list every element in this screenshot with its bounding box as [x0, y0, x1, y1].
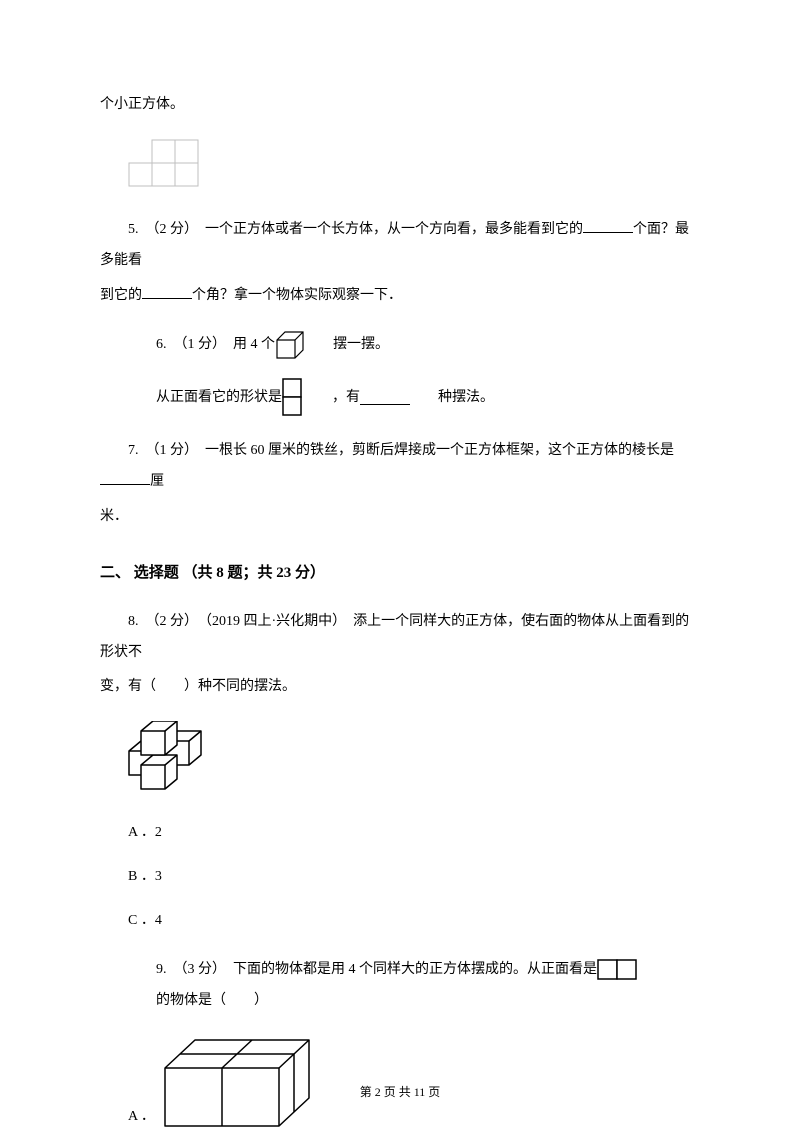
q8-opt-a-text: A ．2 — [128, 825, 162, 840]
q8-option-b[interactable]: B ．3 — [100, 866, 700, 888]
q8-opt-b-text: B ．3 — [128, 869, 162, 884]
q7-blank[interactable] — [100, 471, 150, 485]
q6-l1-prefix: 6. （1 分） 用 4 个 — [128, 330, 275, 361]
q7: 7. （1 分） 一根长 60 厘米的铁丝，剪断后焊接成一个正方体框架，这个正方… — [100, 436, 700, 498]
q5-blank-1[interactable] — [583, 219, 633, 233]
q5-prefix: 5. （2 分） 一个正方体或者一个长方体，从一个方向看，最多能看到它的 — [128, 222, 583, 237]
q4-trailer: 个小正方体。 — [100, 90, 700, 121]
q8-option-a[interactable]: A ．2 — [100, 822, 700, 844]
q8-line1: 8. （2 分） （2019 四上·兴化期中） 添上一个同样大的正方体，使右面的… — [100, 607, 700, 669]
single-cube-icon — [275, 330, 305, 360]
q5-blank-2[interactable] — [142, 285, 192, 299]
q6-l2-prefix: 从正面看它的形状是 — [128, 383, 282, 414]
four-cubes-icon — [128, 721, 216, 791]
q9-opt-a-text: A ． — [128, 1106, 155, 1128]
q6-blank[interactable] — [360, 391, 410, 405]
q8-option-c[interactable]: C ．4 — [100, 910, 700, 932]
q7-a: 7. （1 分） 一根长 60 厘米的铁丝，剪断后焊接成一个正方体框架，这个正方… — [128, 443, 674, 458]
vertical-two-squares-icon — [282, 378, 304, 418]
q5-l2b: 个角？拿一个物体实际观察一下． — [192, 288, 402, 303]
q4-text: 个小正方体。 — [100, 97, 184, 112]
q8-opt-c-text: C ．4 — [128, 913, 162, 928]
q8-l2: 变，有（ ）种不同的摆法。 — [100, 679, 296, 694]
q8-l1: 8. （2 分） （2019 四上·兴化期中） 添上一个同样大的正方体，使右面的… — [100, 614, 689, 660]
q6-l2-suffix: 种摆法。 — [410, 383, 494, 414]
two-squares-horizontal-icon — [597, 959, 639, 981]
q6-l2-mid: ，有 — [304, 383, 360, 414]
q4-figure — [128, 139, 700, 197]
section-2-text: 二、 选择题 （共 8 题；共 23 分） — [100, 565, 325, 581]
page-footer: 第 2 页 共 11 页 — [0, 1083, 800, 1102]
section-2-heading: 二、 选择题 （共 8 题；共 23 分） — [100, 561, 700, 585]
q9-prefix: 9. （3 分） 下面的物体都是用 4 个同样大的正方体摆成的。从正面看是 — [128, 955, 597, 986]
q9-suffix: 的物体是（ ） — [128, 986, 268, 1017]
q6-line2: 从正面看它的形状是 ，有 种摆法。 — [100, 378, 700, 418]
footer-text: 第 2 页 共 11 页 — [360, 1085, 441, 1099]
q8-figure — [128, 721, 700, 799]
q9: 9. （3 分） 下面的物体都是用 4 个同样大的正方体摆成的。从正面看是 的物… — [100, 955, 700, 1017]
l-shape-squares-icon — [128, 139, 200, 189]
q7-c: 米． — [100, 509, 128, 524]
q6-l1-suffix: 摆一摆。 — [305, 330, 389, 361]
q6-line1: 6. （1 分） 用 4 个 摆一摆。 — [100, 330, 700, 361]
q5-line2: 到它的 个角？拿一个物体实际观察一下． — [100, 281, 700, 312]
q7-b: 厘 — [150, 474, 164, 489]
q5: 5. （2 分） 一个正方体或者一个长方体，从一个方向看，最多能看到它的个面？最… — [100, 215, 700, 277]
q7-line2: 米． — [100, 502, 700, 533]
q8-line2: 变，有（ ）种不同的摆法。 — [100, 672, 700, 703]
q5-l2a: 到它的 — [100, 288, 142, 303]
